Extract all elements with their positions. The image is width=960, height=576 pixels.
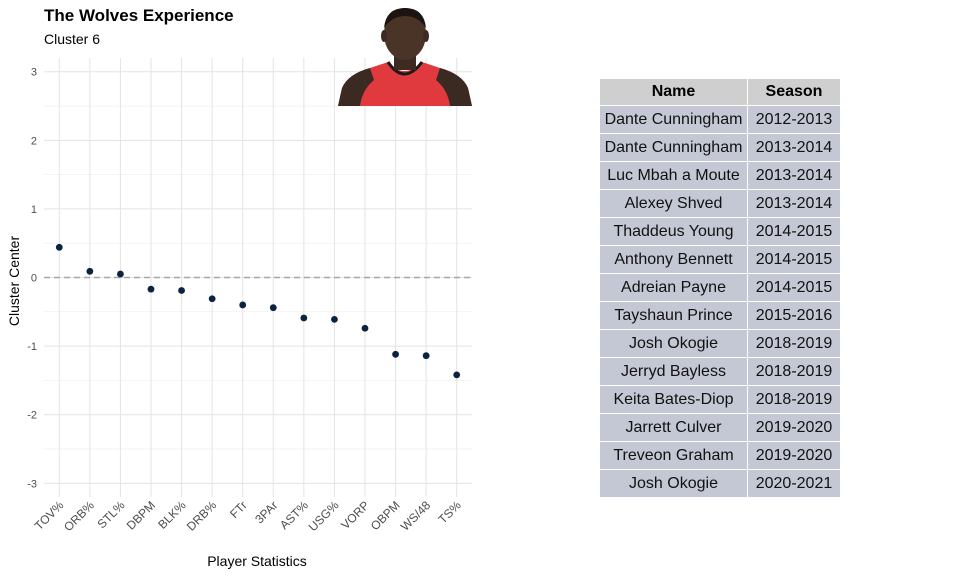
player-name-cell: Alexey Shved: [599, 189, 748, 218]
data-point: [269, 304, 277, 312]
player-headshot-icon: [338, 8, 472, 106]
x-tick-label: TOV%: [32, 498, 67, 533]
y-tick-label: -2: [27, 410, 37, 422]
player-name-cell: Jarrett Culver: [599, 413, 748, 442]
table-row: Keita Bates-Diop 2018-2019: [599, 385, 841, 414]
table-row: Anthony Bennett 2014-2015: [599, 245, 841, 274]
column-header-name: Name: [599, 78, 748, 106]
x-tick-label: DBPM: [124, 498, 158, 532]
table-row: Jerryd Bayless 2018-2019: [599, 357, 841, 386]
table-row: Luc Mbah a Moute 2013-2014: [599, 161, 841, 190]
table-row: Dante Cunningham 2013-2014: [599, 133, 841, 162]
season-cell: 2013-2014: [747, 161, 841, 190]
player-name-cell: Luc Mbah a Moute: [599, 161, 748, 190]
y-axis-ticks: 3 2 1 0 -1 -2 -3: [27, 67, 37, 491]
season-cell: 2014-2015: [747, 273, 841, 302]
data-point: [239, 301, 247, 309]
x-tick-label: STL%: [95, 498, 128, 531]
season-cell: 2013-2014: [747, 133, 841, 162]
season-cell: 2018-2019: [747, 329, 841, 358]
chart-subtitle: Cluster 6: [44, 31, 101, 47]
player-name-cell: Anthony Bennett: [599, 245, 748, 274]
x-tick-label: FTr: [227, 498, 250, 521]
table-row: Alexey Shved 2013-2014: [599, 189, 841, 218]
ear-left: [381, 30, 387, 42]
y-tick-label: -3: [27, 478, 37, 490]
y-tick-label: 1: [31, 204, 37, 216]
x-tick-label: VORP: [338, 498, 372, 532]
table-row: Josh Okogie 2020-2021: [599, 469, 841, 498]
hair: [384, 8, 426, 28]
season-cell: 2018-2019: [747, 385, 841, 414]
data-point: [208, 295, 216, 303]
season-cell: 2019-2020: [747, 413, 841, 442]
column-header-season: Season: [747, 78, 841, 106]
data-point: [422, 352, 430, 360]
data-point: [178, 287, 185, 294]
table-row: Tayshaun Prince 2015-2016: [599, 301, 841, 330]
player-name-cell: Tayshaun Prince: [599, 301, 748, 330]
y-tick-label: 2: [31, 135, 37, 147]
x-tick-label: OBPM: [368, 498, 403, 533]
player-name-cell: Dante Cunningham: [599, 133, 748, 162]
season-cell: 2014-2015: [747, 245, 841, 274]
data-points: [55, 243, 461, 379]
player-name-cell: Keita Bates-Diop: [599, 385, 748, 414]
jersey-collar: [386, 61, 424, 76]
data-point: [361, 324, 369, 332]
shoulder-right: [436, 68, 472, 106]
data-point: [55, 243, 63, 251]
ear-right: [423, 30, 429, 42]
y-axis-label: Cluster Center: [6, 236, 22, 327]
table-body: Dante Cunningham 2012-2013 Dante Cunningha…: [599, 105, 841, 498]
player-name-cell: Jerryd Bayless: [599, 357, 748, 386]
table-row: Josh Okogie 2018-2019: [599, 329, 841, 358]
data-point: [300, 314, 308, 322]
x-tick-label: ORB%: [61, 498, 97, 534]
season-cell: 2013-2014: [747, 189, 841, 218]
player-name-cell: Josh Okogie: [599, 469, 748, 498]
shoulder-left: [338, 68, 374, 106]
season-cell: 2019-2020: [747, 441, 841, 470]
player-name-cell: Thaddeus Young: [599, 217, 748, 246]
player-name-cell: Adreian Payne: [599, 273, 748, 302]
player-name-cell: Josh Okogie: [599, 329, 748, 358]
season-cell: 2014-2015: [747, 217, 841, 246]
data-point: [86, 267, 94, 275]
head: [384, 8, 426, 60]
season-cell: 2020-2021: [747, 469, 841, 498]
x-tick-label: BLK%: [155, 498, 189, 532]
data-point: [331, 315, 338, 323]
season-cell: 2015-2016: [747, 301, 841, 330]
y-tick-label: 0: [31, 273, 37, 285]
x-tick-label: TS%: [436, 498, 465, 527]
table-row: Thaddeus Young 2014-2015: [599, 217, 841, 246]
data-point: [117, 270, 124, 278]
season-cell: 2012-2013: [747, 105, 841, 134]
x-tick-label: DRB%: [184, 498, 220, 534]
table-row: Jarrett Culver 2019-2020: [599, 413, 841, 442]
table-row: Adreian Payne 2014-2015: [599, 273, 841, 302]
chart-title: The Wolves Experience: [44, 6, 234, 25]
y-tick-label: -1: [27, 341, 37, 353]
data-point: [453, 371, 461, 379]
x-tick-label: WS/48: [398, 498, 434, 534]
season-cell: 2018-2019: [747, 357, 841, 386]
x-tick-label: USG%: [306, 498, 342, 534]
data-point: [147, 285, 155, 293]
x-tick-label: AST%: [277, 498, 311, 532]
player-name-cell: Treveon Graham: [599, 441, 748, 470]
x-axis-label: Player Statistics: [207, 553, 307, 569]
cluster-players-table: Name Season Dante Cunningham 2012-2013 Dan…: [599, 78, 841, 498]
table-row: Dante Cunningham 2012-2013: [599, 105, 841, 134]
table-header-row: Name Season: [599, 78, 841, 106]
data-point: [392, 350, 399, 358]
player-name-cell: Dante Cunningham: [599, 105, 748, 134]
y-tick-label: 3: [31, 67, 37, 79]
table-row: Treveon Graham 2019-2020: [599, 441, 841, 470]
